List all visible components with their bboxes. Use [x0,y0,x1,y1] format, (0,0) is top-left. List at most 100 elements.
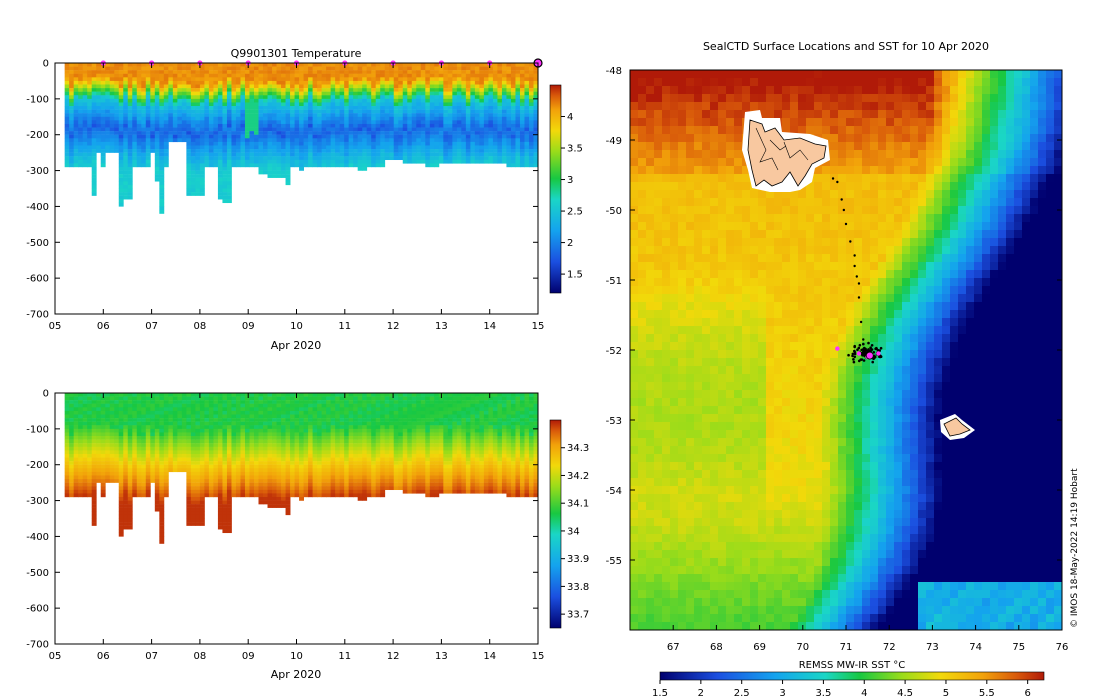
section-cell [217,486,223,491]
section-cell [434,127,440,132]
section-cell [105,439,111,444]
section-cell [281,432,286,437]
section-cell [244,91,250,96]
section-cell [114,138,120,143]
section-cell [244,66,250,71]
section-cell [488,102,494,107]
section-cell [141,131,147,135]
section-cell [181,421,187,426]
section-cell [172,446,178,451]
section-cell [87,418,93,422]
section-cell [330,152,336,157]
section-cell [285,446,291,451]
section-cell [114,116,120,121]
section-cell [123,141,129,146]
section-cell [204,450,210,455]
section-cell [308,446,313,451]
section-cell [281,138,286,143]
section-cell [145,475,151,480]
section-cell [312,163,318,168]
section-cell [231,131,237,135]
section-cell [181,127,187,132]
section-cell [208,468,214,473]
section-cell [267,120,273,125]
section-cell [222,522,228,526]
section-cell [105,475,111,480]
section-cell [272,450,277,455]
section-cell [100,88,106,92]
section-cell [244,400,250,404]
section-cell [132,149,138,153]
section-cell [524,120,530,125]
section-cell [411,149,417,153]
section-cell [208,489,214,494]
section-cell [263,414,268,419]
section-cell [362,77,368,82]
section-cell [123,163,129,168]
section-cell [145,120,151,125]
section-cell [285,475,291,480]
section-cell [222,199,228,204]
section-cell [195,425,201,430]
section-cell [217,418,223,422]
section-cell [303,70,309,74]
section-cell [145,432,151,437]
section-cell [366,123,372,128]
section-cell [109,410,115,415]
section-cell [461,66,467,71]
section-cell [290,66,295,71]
section-cell [272,152,277,157]
section-cell [254,461,259,465]
section-cell [217,123,223,128]
section-cell [217,450,223,455]
section-cell [366,88,372,92]
section-cell [276,464,282,469]
section-cell [321,471,327,476]
section-cell [317,471,323,476]
section-cell [208,145,214,150]
section-cell [308,453,313,458]
section-cell [312,80,318,85]
section-cell [204,464,210,469]
section-cell [204,436,210,440]
section-cell [402,88,408,92]
section-cell [281,127,286,132]
section-cell [69,91,75,96]
section-cell [123,428,129,433]
section-cell [362,106,368,110]
section-cell [100,464,106,469]
section-cell [114,428,120,433]
section-cell [136,138,142,143]
section-cell [235,493,241,498]
section-cell [118,123,124,128]
section-cell [317,425,323,430]
section-cell [326,134,332,139]
section-cell [515,138,521,143]
section-cell [222,102,228,107]
section-cell [254,84,259,89]
section-cell [132,98,138,103]
section-cell [294,77,300,82]
section-cell [208,134,214,139]
section-cell [362,116,368,121]
section-cell [389,134,395,139]
section-cell [127,91,133,96]
section-cell [222,98,228,103]
section-cell [312,425,318,430]
section-cell [276,131,282,135]
section-cell [488,70,494,74]
section-cell [208,414,214,419]
section-cell [73,149,79,153]
section-cell [168,80,174,85]
section-cell [510,73,516,78]
section-cell [172,403,178,408]
section-cell [213,461,219,465]
section-cell [64,418,70,422]
section-cell [326,131,332,135]
section-cell [154,407,160,412]
section-cell [321,91,327,96]
section-cell [267,156,273,161]
section-cell [114,453,120,458]
section-cell [235,471,241,476]
section-cell [177,468,183,473]
